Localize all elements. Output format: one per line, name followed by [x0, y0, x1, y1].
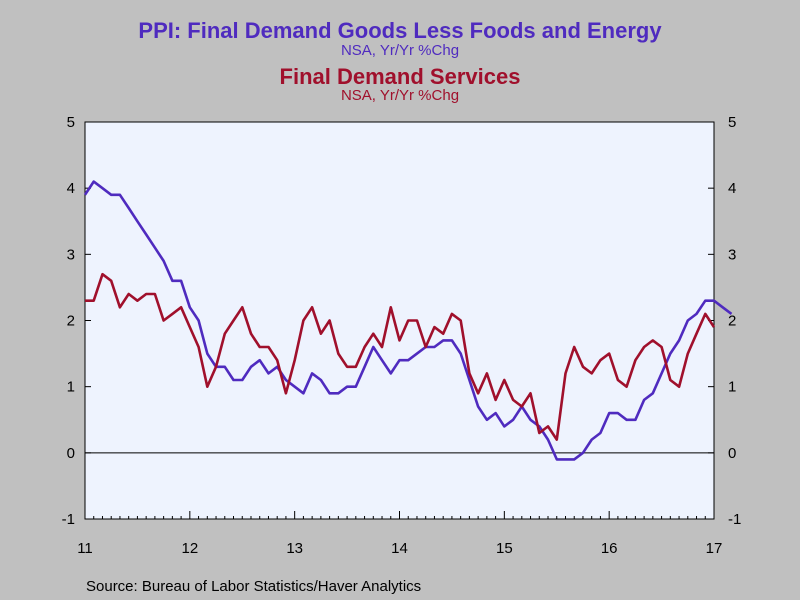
y-tick-label-left: 3 — [67, 246, 75, 263]
x-tick-label: 12 — [181, 540, 198, 557]
y-tick-label-right: 0 — [728, 445, 736, 462]
chart-title-1: PPI: Final Demand Goods Less Foods and E… — [138, 18, 662, 43]
x-tick-label: 11 — [77, 540, 93, 557]
y-tick-label-left: 0 — [67, 445, 75, 462]
y-tick-label-right: 1 — [728, 379, 736, 396]
series-line-1 — [83, 180, 733, 461]
y-tick-label-right: -1 — [728, 511, 741, 528]
source-note: Source: Bureau of Labor Statistics/Haver… — [86, 578, 422, 595]
y-tick-label-left: 2 — [67, 313, 75, 330]
chart-subtitle-2: NSA, Yr/Yr %Chg — [340, 87, 460, 104]
x-tick-label: 17 — [706, 540, 723, 557]
y-tick-label-right: 4 — [728, 180, 736, 197]
series-line-2 — [85, 272, 716, 441]
chart-subtitle-1: NSA, Yr/Yr %Chg — [340, 42, 460, 59]
x-tick-label: 14 — [391, 540, 408, 557]
y-tick-label-left: 4 — [67, 180, 75, 197]
y-tick-label-right: 2 — [728, 313, 736, 330]
x-tick-label: 16 — [601, 540, 618, 557]
chart-title-2: Final Demand Services — [279, 64, 521, 89]
y-tick-label-left: 5 — [67, 114, 75, 131]
y-tick-label-left: 1 — [67, 379, 75, 396]
y-tick-label-right: 5 — [728, 114, 736, 131]
x-tick-label: 13 — [286, 540, 303, 557]
plot-area — [84, 121, 715, 520]
y-tick-label-right: 3 — [728, 246, 736, 263]
y-tick-label-left: -1 — [62, 511, 75, 528]
x-tick-label: 15 — [496, 540, 513, 557]
